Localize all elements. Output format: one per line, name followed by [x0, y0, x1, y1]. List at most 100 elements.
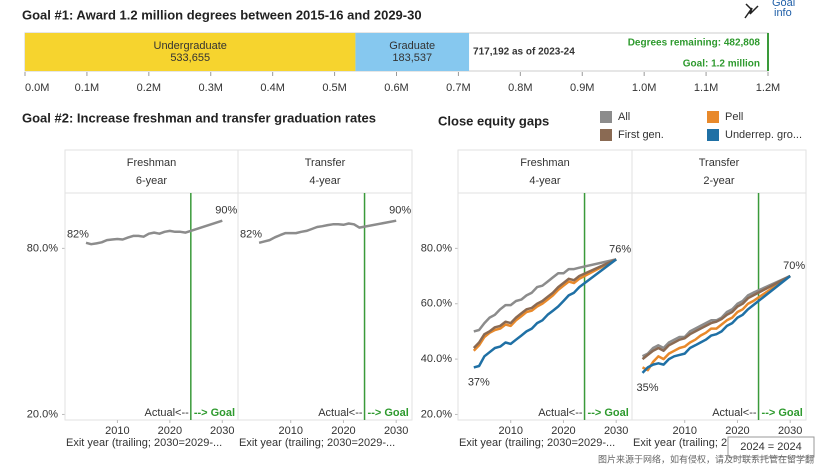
x-tick-label: 2010 — [672, 425, 696, 437]
goal-label: --> Goal — [588, 407, 629, 419]
series-line — [641, 275, 791, 374]
legend-label[interactable]: Underrep. gro... — [725, 129, 802, 141]
goal-label: --> Goal — [368, 407, 409, 419]
x-tick-label: 2010 — [278, 425, 302, 437]
x-tick-label: 0.1M — [75, 82, 99, 94]
panel-plot — [237, 192, 413, 421]
tooltip-box — [727, 436, 815, 458]
legend-label[interactable]: First gen. — [618, 129, 664, 141]
segment-value: 533,655 — [170, 52, 210, 64]
x-tick-label: 0.6M — [384, 82, 408, 94]
series-line — [472, 258, 617, 352]
bar-segment — [25, 33, 356, 71]
chart-title: Close equity gaps — [438, 113, 549, 128]
x-tick-label: 2030 — [604, 425, 628, 437]
x-tick-label: 0.7M — [446, 82, 470, 94]
actual-label: Actual<-- — [712, 407, 757, 419]
tooltip-text: 2024 = 2024 — [740, 441, 801, 453]
series-line — [258, 219, 397, 245]
legend-swatch[interactable] — [600, 129, 612, 141]
x-tick-label: 0.9M — [570, 82, 594, 94]
actual-label: Actual<-- — [318, 407, 363, 419]
panel-title: Freshman — [127, 157, 177, 169]
series-line — [472, 258, 617, 349]
goal-info-link[interactable]: Goal — [772, 0, 795, 9]
goal-info-icon[interactable] — [744, 3, 759, 19]
total-label: 717,192 as of 2023-24 — [473, 47, 575, 58]
segment-label: Graduate — [389, 40, 435, 52]
y-tick-label: 20.0% — [421, 408, 452, 420]
legend-swatch[interactable] — [707, 111, 719, 123]
y-tick-label: 20.0% — [27, 408, 58, 420]
x-tick-label: 0.5M — [322, 82, 346, 94]
panel-header — [64, 149, 239, 194]
panel-title: Transfer — [305, 157, 346, 169]
series-line — [641, 274, 791, 358]
x-tick-label: 2030 — [778, 425, 802, 437]
goal-label: --> Goal — [194, 407, 235, 419]
panel-subtitle: 4-year — [309, 175, 341, 187]
x-tick-label: 1.0M — [632, 82, 656, 94]
data-label: 90% — [215, 205, 237, 217]
x-axis-title: Exit year (trailing; 2030=2029-... — [459, 437, 615, 449]
x-tick-label: 2020 — [725, 425, 749, 437]
x-tick-label: 1.2M — [756, 82, 780, 94]
bar-segment — [355, 33, 470, 71]
x-tick-label: 1.1M — [694, 82, 718, 94]
goal-label: --> Goal — [762, 407, 803, 419]
x-tick-label: 2020 — [331, 425, 355, 437]
x-axis-title: Exit year (trailing; 2030=2029-... — [66, 437, 222, 449]
panel-plot — [631, 192, 807, 421]
panel-subtitle: 6-year — [136, 175, 168, 187]
data-label: 37% — [468, 376, 490, 388]
x-tick-label: 2030 — [210, 425, 234, 437]
legend-label[interactable]: All — [618, 111, 630, 123]
remaining-label: Degrees remaining: 482,808 — [628, 38, 761, 49]
panel-header — [237, 149, 413, 194]
panel-plot — [457, 192, 633, 421]
x-tick-label: 2010 — [105, 425, 129, 437]
actual-label: Actual<-- — [144, 407, 189, 419]
x-tick-label: 0.3M — [199, 82, 223, 94]
data-label: 35% — [637, 382, 659, 394]
panel-title: Transfer — [699, 157, 740, 169]
y-tick-label: 80.0% — [27, 242, 58, 254]
x-tick-label: 0.4M — [260, 82, 284, 94]
watermark: 图片来源于网络，如有侵权，请及时联系托管在留学翻 — [598, 453, 814, 464]
data-label: 82% — [67, 229, 89, 241]
data-label: 82% — [240, 229, 262, 241]
panel-subtitle: 2-year — [703, 175, 735, 187]
panel-header — [631, 149, 807, 194]
series-line — [641, 274, 791, 372]
legend-label[interactable]: Pell — [725, 111, 743, 123]
series-line — [85, 219, 223, 246]
actual-label: Actual<-- — [538, 407, 583, 419]
segment-value: 183,537 — [392, 52, 432, 64]
y-tick-label: 40.0% — [421, 353, 452, 365]
x-tick-label: 2020 — [551, 425, 575, 437]
series-line — [641, 274, 791, 361]
x-tick-label: 0.8M — [508, 82, 532, 94]
goal-label: Goal: 1.2 million — [683, 59, 760, 70]
segment-label: Undergraduate — [154, 40, 227, 52]
panel-header — [457, 149, 633, 194]
x-tick-label: 2020 — [158, 425, 182, 437]
series-line — [473, 258, 617, 369]
x-tick-label: 0.2M — [137, 82, 161, 94]
y-tick-label: 80.0% — [421, 242, 452, 254]
goal-info-link[interactable]: info — [774, 7, 792, 19]
data-label: 70% — [783, 260, 805, 272]
x-tick-label: 0.0M — [25, 82, 49, 94]
panel-plot — [64, 192, 239, 421]
legend-swatch[interactable] — [707, 129, 719, 141]
panel-subtitle: 4-year — [529, 175, 561, 187]
data-label: 90% — [389, 205, 411, 217]
chart-title: Goal #2: Increase freshman and transfer … — [22, 110, 376, 125]
data-label: 76% — [609, 243, 631, 255]
panel-title: Freshman — [520, 157, 570, 169]
x-axis-title: Exit year (trailing; 2030=2029-... — [239, 437, 395, 449]
chart-title: Goal #1: Award 1.2 million degrees betwe… — [22, 7, 422, 22]
y-tick-label: 60.0% — [421, 298, 452, 310]
legend-swatch[interactable] — [600, 111, 612, 123]
